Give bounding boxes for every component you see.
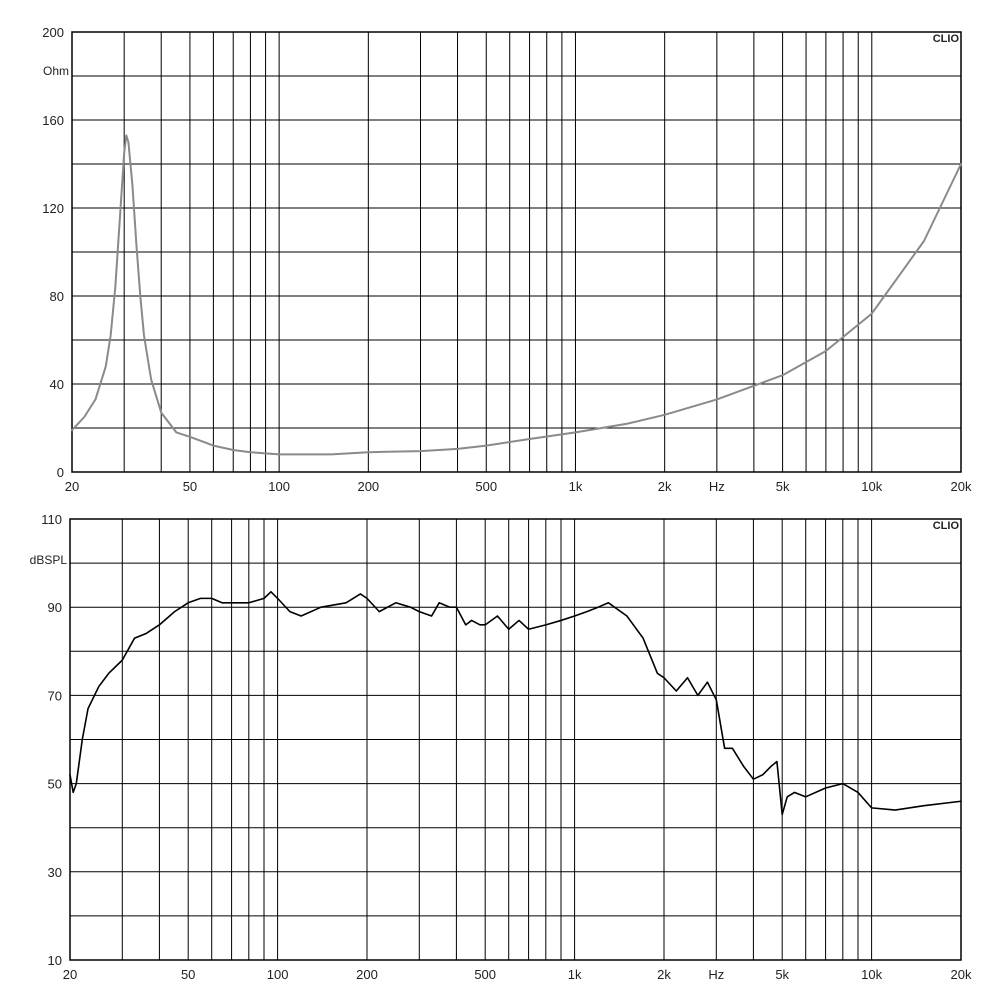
impedance-x-tick-label: 50 <box>183 479 197 494</box>
spl-y-tick-label: 50 <box>48 777 62 792</box>
spl-x-tick-label: 2k <box>657 967 671 982</box>
spl-x-tick-label: 50 <box>181 967 195 982</box>
spl-y-tick-label: 10 <box>48 953 62 968</box>
impedance-y-tick-label: 80 <box>50 289 64 304</box>
spl-series-line <box>69 590 962 816</box>
spl-y-tick-label: 70 <box>48 688 62 703</box>
spl-x-tick-label: 1k <box>568 967 582 982</box>
spl-x-tick-label: 500 <box>474 967 496 982</box>
impedance-clio-logo: CLIO <box>933 33 960 45</box>
impedance-plot-frame <box>71 31 962 473</box>
spl-x-tick-label: 20 <box>63 967 77 982</box>
spl-clio-logo: CLIO <box>933 520 960 532</box>
impedance-y-tick-label: 160 <box>42 113 64 128</box>
spl-x-tick-label: 20k <box>951 967 972 982</box>
spl-x-tick-label: 100 <box>267 967 289 982</box>
spl-x-tick-label: 10k <box>861 967 882 982</box>
impedance-x-tick-label: 5k <box>776 479 790 494</box>
impedance-series-line <box>71 134 962 456</box>
impedance-y-tick-label: 200 <box>42 25 64 40</box>
spl-y-tick-label: 90 <box>48 600 62 615</box>
spl-y-tick-label: 30 <box>48 865 62 880</box>
impedance-x-tick-label: 20 <box>65 479 79 494</box>
spl-chart: 10 30 50 70 90 110 dBSPL 20 50 100 200 500 1k 2k 5k 10k… <box>30 512 972 982</box>
impedance-y-tick-label: 0 <box>57 465 64 480</box>
impedance-x-tick-label: 100 <box>268 479 290 494</box>
impedance-x-tick-label: 500 <box>475 479 497 494</box>
impedance-x-axis-label: Hz <box>709 479 725 494</box>
spl-x-axis-label: Hz <box>708 967 724 982</box>
impedance-y-tick-label: 120 <box>42 201 64 216</box>
spl-x-tick-label: 200 <box>356 967 378 982</box>
spl-plot-frame <box>69 518 962 961</box>
impedance-x-tick-label: 10k <box>861 479 882 494</box>
impedance-x-tick-label: 200 <box>357 479 379 494</box>
spl-y-tick-label: 110 <box>41 512 62 527</box>
spl-x-tick-label: 5k <box>775 967 789 982</box>
impedance-y-tick-label: 40 <box>50 377 64 392</box>
impedance-chart: 0 40 80 120 160 200 Ohm 20 50 100 200 500 1k 2k 5k 10k 2… <box>42 25 972 494</box>
impedance-x-tick-label: 2k <box>658 479 672 494</box>
spl-y-axis-label: dBSPL <box>30 553 68 567</box>
impedance-x-tick-label: 20k <box>951 479 972 494</box>
impedance-y-axis-label: Ohm <box>43 64 69 78</box>
impedance-x-tick-label: 1k <box>569 479 583 494</box>
